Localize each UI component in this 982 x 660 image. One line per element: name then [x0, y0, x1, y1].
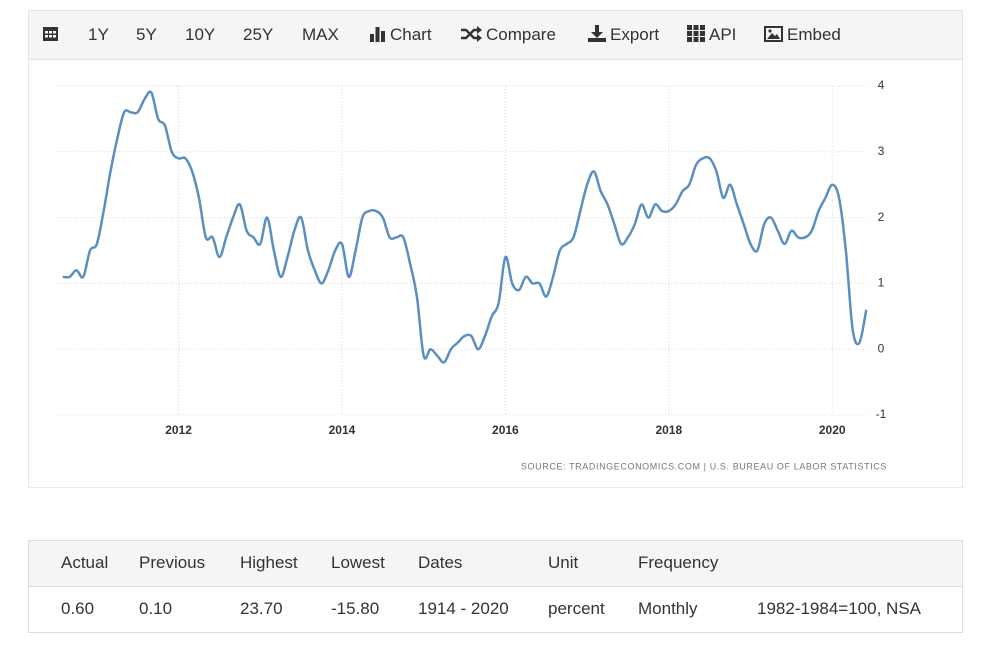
y-tick-label: 4	[878, 78, 885, 92]
table-cell: Monthly	[638, 599, 698, 618]
range-button[interactable]: 1Y	[88, 25, 109, 44]
x-tick-label: 2014	[329, 423, 356, 437]
y-tick-label: 3	[878, 144, 885, 158]
toolbar: 1Y 5Y 10Y 25Y MAX Chart Compare Export A…	[28, 10, 963, 60]
x-tick-label: 2018	[655, 423, 682, 437]
table-cell: 1982-1984=100, NSA	[757, 599, 921, 618]
range-button[interactable]: 10Y	[185, 25, 216, 44]
x-tick-label: 2016	[492, 423, 519, 437]
table-cell: 1914 - 2020	[418, 599, 509, 618]
table-cell: 0.60	[61, 599, 95, 618]
x-tick-label: 2020	[819, 423, 846, 437]
table-cell: percent	[548, 599, 605, 618]
table-cell: Previous	[139, 553, 206, 572]
compare-button[interactable]: Compare	[460, 11, 556, 59]
embed-button[interactable]: Embed	[764, 11, 841, 59]
data-line	[62, 90, 868, 364]
table-cell: Dates	[418, 553, 463, 572]
table-cell: 0.10	[139, 599, 173, 618]
range-button[interactable]: 5Y	[136, 25, 157, 44]
table-cell: Frequency	[638, 553, 719, 572]
chart: SOURCE: TRADINGECONOMICS.COM | U.S. BURE…	[56, 78, 887, 471]
y-tick-label: 1	[878, 276, 885, 290]
calendar-button[interactable]	[42, 11, 63, 59]
table-cell: Lowest	[331, 553, 385, 572]
table-cell: 23.70	[240, 599, 283, 618]
table-cell: Unit	[548, 553, 579, 572]
chart-panel: SOURCE: TRADINGECONOMICS.COM | U.S. BURE…	[28, 60, 963, 488]
chart-button[interactable]: Chart	[369, 11, 432, 59]
label: Export	[610, 25, 660, 44]
x-tick-label: 2012	[165, 423, 192, 437]
label: API	[709, 25, 737, 44]
range-button[interactable]: MAX	[302, 25, 339, 44]
range-button[interactable]: 25Y	[243, 25, 274, 44]
y-tick-label: 2	[878, 210, 885, 224]
table-cell: -15.80	[331, 599, 380, 618]
table-cell: Actual	[61, 553, 109, 572]
y-tick-label: -1	[876, 407, 887, 421]
summary-table: Actual Previous Highest Lowest Dates Unit Freq…	[28, 540, 963, 633]
label: Embed	[787, 25, 841, 44]
export-button[interactable]: Export	[588, 11, 659, 59]
label: Chart	[390, 25, 432, 44]
header-row	[29, 541, 962, 587]
label: Compare	[486, 25, 556, 44]
y-tick-label: 0	[878, 341, 885, 355]
table-cell: Highest	[240, 553, 298, 572]
api-button[interactable]: API	[687, 11, 736, 59]
source-note: SOURCE: TRADINGECONOMICS.COM | U.S. BURE…	[521, 461, 887, 471]
